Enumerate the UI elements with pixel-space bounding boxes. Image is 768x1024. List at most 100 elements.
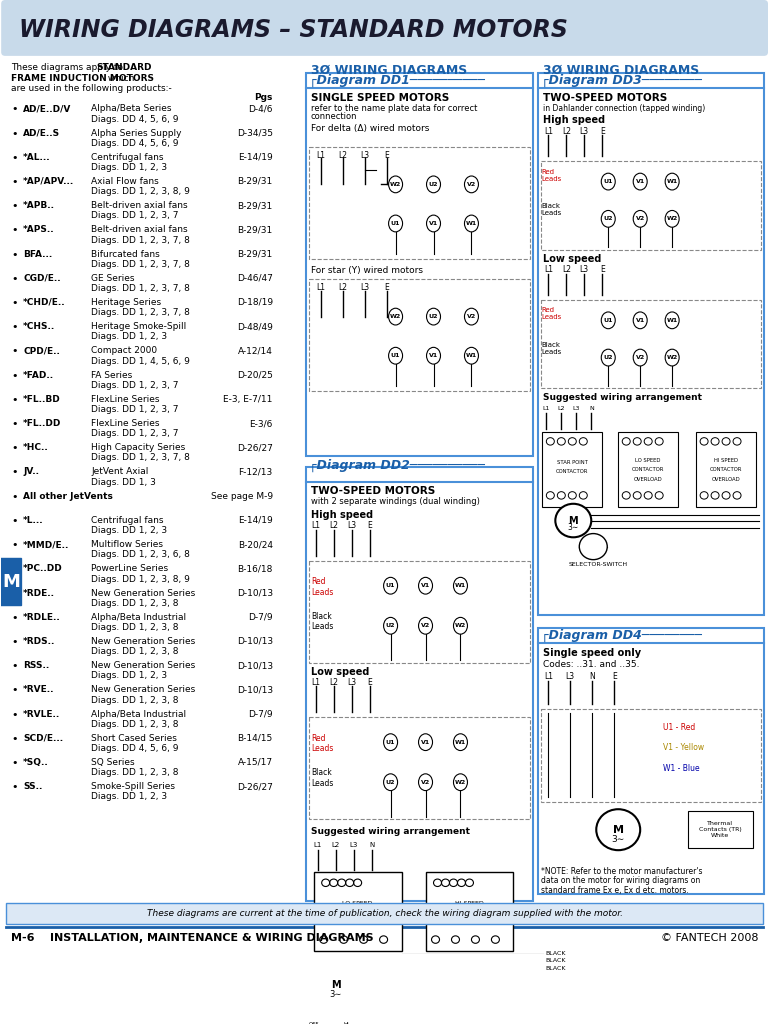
Bar bbox=[425, 871, 513, 950]
Text: B-16/18: B-16/18 bbox=[237, 564, 273, 573]
Text: Diags. DD 1, 2, 3, 7, 8: Diags. DD 1, 2, 3, 7, 8 bbox=[91, 260, 190, 269]
Ellipse shape bbox=[426, 215, 441, 231]
Text: Single speed only: Single speed only bbox=[543, 648, 641, 658]
Text: STAR POINT: STAR POINT bbox=[557, 460, 588, 465]
Text: Pgs: Pgs bbox=[254, 93, 273, 102]
Text: OVERLOAD: OVERLOAD bbox=[340, 920, 375, 925]
Text: Diags. DD 1, 2, 3, 7: Diags. DD 1, 2, 3, 7 bbox=[91, 211, 178, 220]
Text: D-48/49: D-48/49 bbox=[237, 323, 273, 331]
Text: L3: L3 bbox=[360, 151, 369, 160]
Text: •: • bbox=[12, 395, 18, 404]
Ellipse shape bbox=[389, 215, 402, 231]
Text: LO SPEED: LO SPEED bbox=[343, 901, 372, 906]
Text: •: • bbox=[12, 371, 18, 381]
Text: LO SPEED: LO SPEED bbox=[635, 458, 661, 463]
Text: •: • bbox=[12, 516, 18, 526]
Circle shape bbox=[316, 967, 356, 1004]
Text: *RDE..: *RDE.. bbox=[23, 589, 55, 598]
Text: Belt-driven axial fans: Belt-driven axial fans bbox=[91, 201, 187, 210]
Text: Compact 2000: Compact 2000 bbox=[91, 346, 157, 355]
Text: Thermal
Contacts (TR)
White: Thermal Contacts (TR) White bbox=[699, 821, 741, 838]
Text: Diags. DD 1, 2, 3, 7: Diags. DD 1, 2, 3, 7 bbox=[91, 406, 178, 414]
Text: in Dahlander connection (tapped winding): in Dahlander connection (tapped winding) bbox=[543, 104, 706, 114]
Text: U1: U1 bbox=[391, 221, 400, 226]
Bar bbox=[688, 811, 753, 848]
Text: New Generation Series: New Generation Series bbox=[91, 637, 195, 646]
Ellipse shape bbox=[465, 215, 478, 231]
Bar bbox=[306, 468, 533, 901]
Text: L2: L2 bbox=[558, 406, 565, 411]
Text: BFA...: BFA... bbox=[23, 250, 52, 259]
Text: *L...: *L... bbox=[23, 516, 44, 525]
Text: ┌Diagram DD3────────: ┌Diagram DD3──────── bbox=[541, 74, 702, 87]
Text: •: • bbox=[12, 273, 18, 284]
Text: are used in the following products:-: are used in the following products:- bbox=[12, 84, 172, 93]
Text: Diags. DD 4, 5, 6, 9: Diags. DD 4, 5, 6, 9 bbox=[91, 115, 178, 124]
Ellipse shape bbox=[426, 308, 441, 325]
Text: Diags. DD 1, 4, 5, 6, 9: Diags. DD 1, 4, 5, 6, 9 bbox=[91, 356, 190, 366]
Text: V2: V2 bbox=[421, 779, 430, 784]
Text: L1: L1 bbox=[316, 283, 325, 292]
Text: *SQ..: *SQ.. bbox=[23, 758, 49, 767]
Text: L3: L3 bbox=[566, 673, 575, 681]
Text: L3: L3 bbox=[347, 678, 356, 687]
Text: Low speed: Low speed bbox=[543, 254, 601, 264]
Bar bbox=[618, 432, 678, 507]
Text: See page M-9: See page M-9 bbox=[210, 492, 273, 501]
Text: L1: L1 bbox=[544, 127, 553, 135]
Text: W2: W2 bbox=[390, 314, 401, 319]
Text: ┌Diagram DD4────────: ┌Diagram DD4──────── bbox=[541, 629, 702, 642]
Text: Multiflow Series: Multiflow Series bbox=[91, 540, 163, 549]
Text: *FL..BD: *FL..BD bbox=[23, 395, 61, 403]
Text: U1: U1 bbox=[391, 353, 400, 358]
Text: data on the motor for wiring diagrams on: data on the motor for wiring diagrams on bbox=[541, 877, 700, 886]
Text: WIRING DIAGRAMS – STANDARD MOTORS: WIRING DIAGRAMS – STANDARD MOTORS bbox=[19, 17, 568, 42]
Text: •: • bbox=[12, 177, 18, 187]
Ellipse shape bbox=[465, 308, 478, 325]
Text: U1: U1 bbox=[604, 179, 613, 184]
Bar bbox=[541, 161, 761, 250]
Text: 3∼: 3∼ bbox=[611, 836, 625, 845]
Text: U2: U2 bbox=[429, 314, 439, 319]
Text: Diags. DD 1, 2, 3, 8: Diags. DD 1, 2, 3, 8 bbox=[91, 768, 178, 777]
Text: W2: W2 bbox=[667, 355, 678, 360]
Text: V2: V2 bbox=[636, 355, 645, 360]
Text: •: • bbox=[12, 589, 18, 598]
Text: •: • bbox=[12, 250, 18, 259]
Text: *APB..: *APB.. bbox=[23, 201, 55, 210]
Text: L1: L1 bbox=[311, 521, 320, 530]
Text: L3: L3 bbox=[580, 127, 589, 135]
Text: W1 - Blue: W1 - Blue bbox=[663, 764, 700, 772]
Text: N: N bbox=[589, 406, 594, 411]
Text: New Generation Series: New Generation Series bbox=[91, 589, 195, 598]
Text: Diags. DD 1, 2, 3, 6, 8: Diags. DD 1, 2, 3, 6, 8 bbox=[91, 550, 190, 559]
Text: N: N bbox=[589, 673, 595, 681]
Text: Diags. DD 1, 2, 3: Diags. DD 1, 2, 3 bbox=[91, 163, 167, 172]
Text: Codes: ..31. and ..35.: Codes: ..31. and ..35. bbox=[543, 660, 640, 670]
Text: W1: W1 bbox=[667, 179, 678, 184]
Text: •: • bbox=[12, 128, 18, 138]
Text: HI SPEED: HI SPEED bbox=[714, 458, 738, 463]
Text: •: • bbox=[12, 298, 18, 308]
Text: TWO-SPEED MOTORS: TWO-SPEED MOTORS bbox=[311, 486, 435, 496]
Text: Red
Leads: Red Leads bbox=[312, 734, 334, 754]
Text: FA Series: FA Series bbox=[91, 371, 132, 380]
Text: V2: V2 bbox=[467, 182, 476, 186]
Text: V1: V1 bbox=[429, 353, 438, 358]
Text: U2: U2 bbox=[386, 624, 396, 629]
Text: W1: W1 bbox=[466, 221, 477, 226]
Text: W1: W1 bbox=[466, 353, 477, 358]
Text: TWO-SPEED MOTORS: TWO-SPEED MOTORS bbox=[543, 93, 667, 103]
Text: U1 - Red: U1 - Red bbox=[663, 723, 695, 731]
Text: D-10/13: D-10/13 bbox=[237, 637, 273, 646]
Text: Diags. DD 4, 5, 6, 9: Diags. DD 4, 5, 6, 9 bbox=[91, 138, 178, 147]
Text: Suggested wiring arrangement: Suggested wiring arrangement bbox=[543, 393, 703, 402]
Text: L3: L3 bbox=[349, 842, 358, 848]
Text: L2: L2 bbox=[329, 678, 338, 687]
Text: RSS..: RSS.. bbox=[23, 662, 49, 670]
Ellipse shape bbox=[633, 349, 647, 366]
Text: CONTACTOR: CONTACTOR bbox=[450, 910, 489, 915]
Text: L1: L1 bbox=[311, 678, 320, 687]
Text: *FL..DD: *FL..DD bbox=[23, 419, 61, 428]
Text: •: • bbox=[12, 104, 18, 115]
